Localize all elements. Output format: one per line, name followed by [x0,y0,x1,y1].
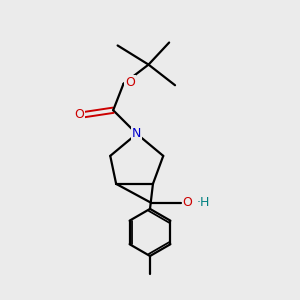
Text: O: O [74,108,84,121]
Text: N: N [132,127,141,140]
Text: ·H: ·H [197,196,211,209]
Text: O: O [125,76,135,89]
Text: O: O [182,196,192,209]
